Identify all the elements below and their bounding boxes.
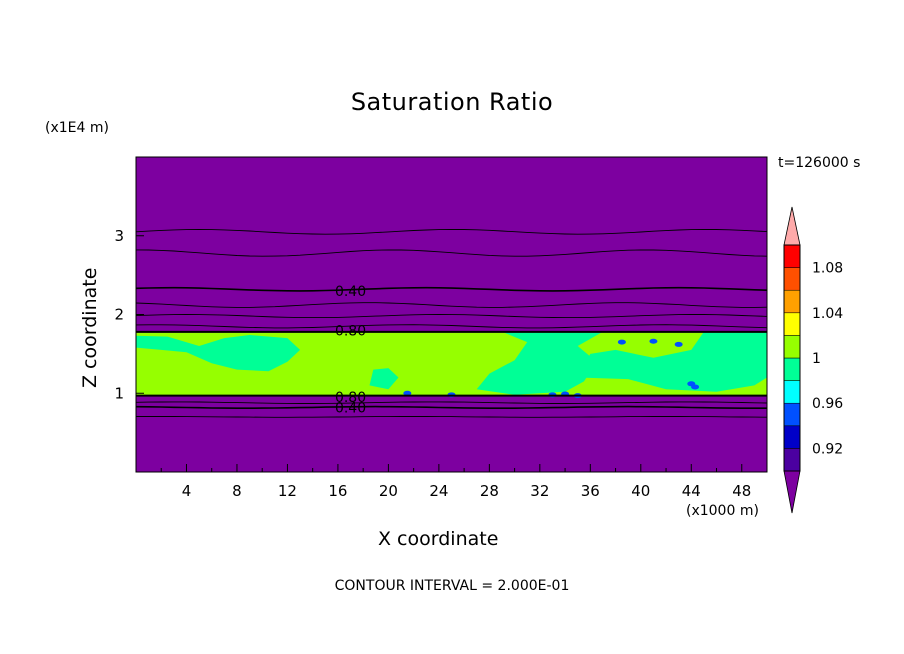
colorbar-band-1 — [783, 448, 801, 472]
x-tick-label-5: 20 — [379, 482, 398, 500]
contour-interval-note: CONTOUR INTERVAL = 2.000E-01 — [334, 578, 570, 594]
contour-label-1: 0.40 — [335, 284, 366, 300]
time-label: t=126000 s — [778, 155, 861, 171]
colorbar-band-10 — [783, 244, 801, 268]
contour-line-9 — [136, 416, 768, 418]
colorbar-band-5 — [783, 357, 801, 381]
x-tick-label-6: 24 — [429, 482, 448, 500]
contour-line-2 — [135, 249, 768, 257]
x-axis-unit: (x1000 m) — [686, 503, 759, 519]
colorbar-label-3: 1 — [812, 351, 821, 367]
layer-region-2 — [438, 331, 603, 395]
x-tick-label-7: 28 — [480, 482, 499, 500]
colorbar-band-4 — [783, 380, 801, 404]
chart-title: Saturation Ratio — [350, 88, 554, 116]
contour-line-6 — [135, 324, 768, 329]
layer-region-4 — [369, 368, 399, 390]
contour-label-2: 0.80 — [335, 323, 366, 339]
x-tick-label-2: 8 — [232, 482, 242, 500]
speck-7 — [649, 338, 658, 344]
layer-region-5 — [729, 331, 767, 340]
colorbar-label-2: 1.04 — [812, 306, 843, 322]
contour-label-4: 0.40 — [335, 400, 366, 416]
x-tick-label-10: 40 — [631, 482, 650, 500]
contour-line-7 — [135, 401, 768, 404]
x-tick-label-12: 48 — [732, 482, 751, 500]
x-tick-label-11: 44 — [682, 482, 701, 500]
speck-5 — [691, 384, 700, 390]
x-tick-label-9: 36 — [581, 482, 600, 500]
colorbar-band-3 — [783, 402, 801, 427]
colorbar-band-7 — [783, 312, 801, 336]
x-tick-label-1: 4 — [182, 482, 192, 500]
colorbar-label-4: 0.96 — [812, 396, 843, 412]
layer-region-1 — [136, 335, 301, 372]
x-tick-label-4: 16 — [328, 482, 347, 500]
colorbar-label-1: 1.08 — [812, 261, 843, 277]
contour-line-5 — [135, 314, 768, 319]
speck-8 — [674, 341, 683, 347]
x-tick-label-8: 32 — [530, 482, 549, 500]
colorbar-band-6 — [783, 335, 801, 359]
speck-10 — [403, 390, 412, 396]
contour-line-4 — [135, 302, 768, 308]
colorbar-frame — [783, 244, 801, 472]
x-axis-label: X coordinate — [378, 528, 499, 550]
x-tick-label-3: 12 — [278, 482, 297, 500]
y-tick-label-2: 2 — [114, 306, 124, 324]
y-tick-label-3: 3 — [114, 227, 124, 245]
colorbar-band-8 — [783, 289, 801, 314]
colorbar-band-2 — [783, 425, 801, 449]
colorbar-under-arrow — [783, 470, 801, 514]
speck-6 — [617, 339, 626, 345]
contour-line-8 — [135, 405, 767, 409]
colorbar-over-arrow — [783, 206, 801, 246]
colorbar-band-9 — [783, 267, 801, 291]
contour-line-3 — [135, 286, 768, 292]
layer-region-3 — [577, 331, 767, 392]
contour-label-3: 0.80 — [335, 390, 366, 406]
colorbar-label-5: 0.92 — [812, 441, 843, 457]
y-tick-label-1: 1 — [114, 384, 124, 402]
y-axis-unit: (x1E4 m) — [45, 120, 109, 136]
contour-line-1 — [135, 229, 768, 235]
